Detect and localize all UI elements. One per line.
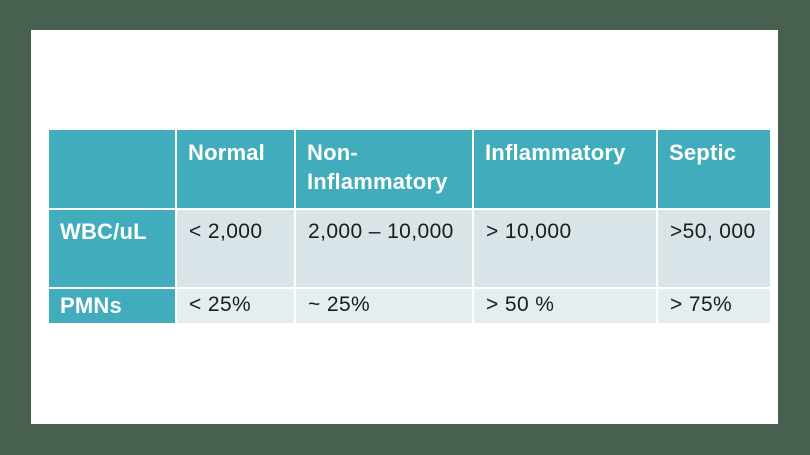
- synovial-fluid-table: Normal Non-Inflammatory Inflammatory Sep…: [49, 130, 770, 323]
- col-header-normal: Normal: [177, 130, 294, 208]
- wbc-non-inflammatory-value: 2,000 – 10,000: [296, 210, 472, 287]
- row-header-wbc: WBC/uL: [49, 210, 175, 287]
- pmns-non-inflammatory-value: ~ 25%: [296, 289, 472, 323]
- pmns-septic-value: > 75%: [658, 289, 770, 323]
- wbc-inflammatory-value: > 10,000: [474, 210, 656, 287]
- pmns-normal-value: < 25%: [177, 289, 294, 323]
- wbc-septic-value: >50, 000: [658, 210, 770, 287]
- row-header-pmns: PMNs: [49, 289, 175, 323]
- presentation-slide: Normal Non-Inflammatory Inflammatory Sep…: [31, 30, 778, 424]
- col-header-septic: Septic: [658, 130, 770, 208]
- col-header-non-inflammatory: Non-Inflammatory: [296, 130, 472, 208]
- wbc-normal-value: < 2,000: [177, 210, 294, 287]
- col-header-inflammatory: Inflammatory: [474, 130, 656, 208]
- table-corner-cell: [49, 130, 175, 208]
- pmns-inflammatory-value: > 50 %: [474, 289, 656, 323]
